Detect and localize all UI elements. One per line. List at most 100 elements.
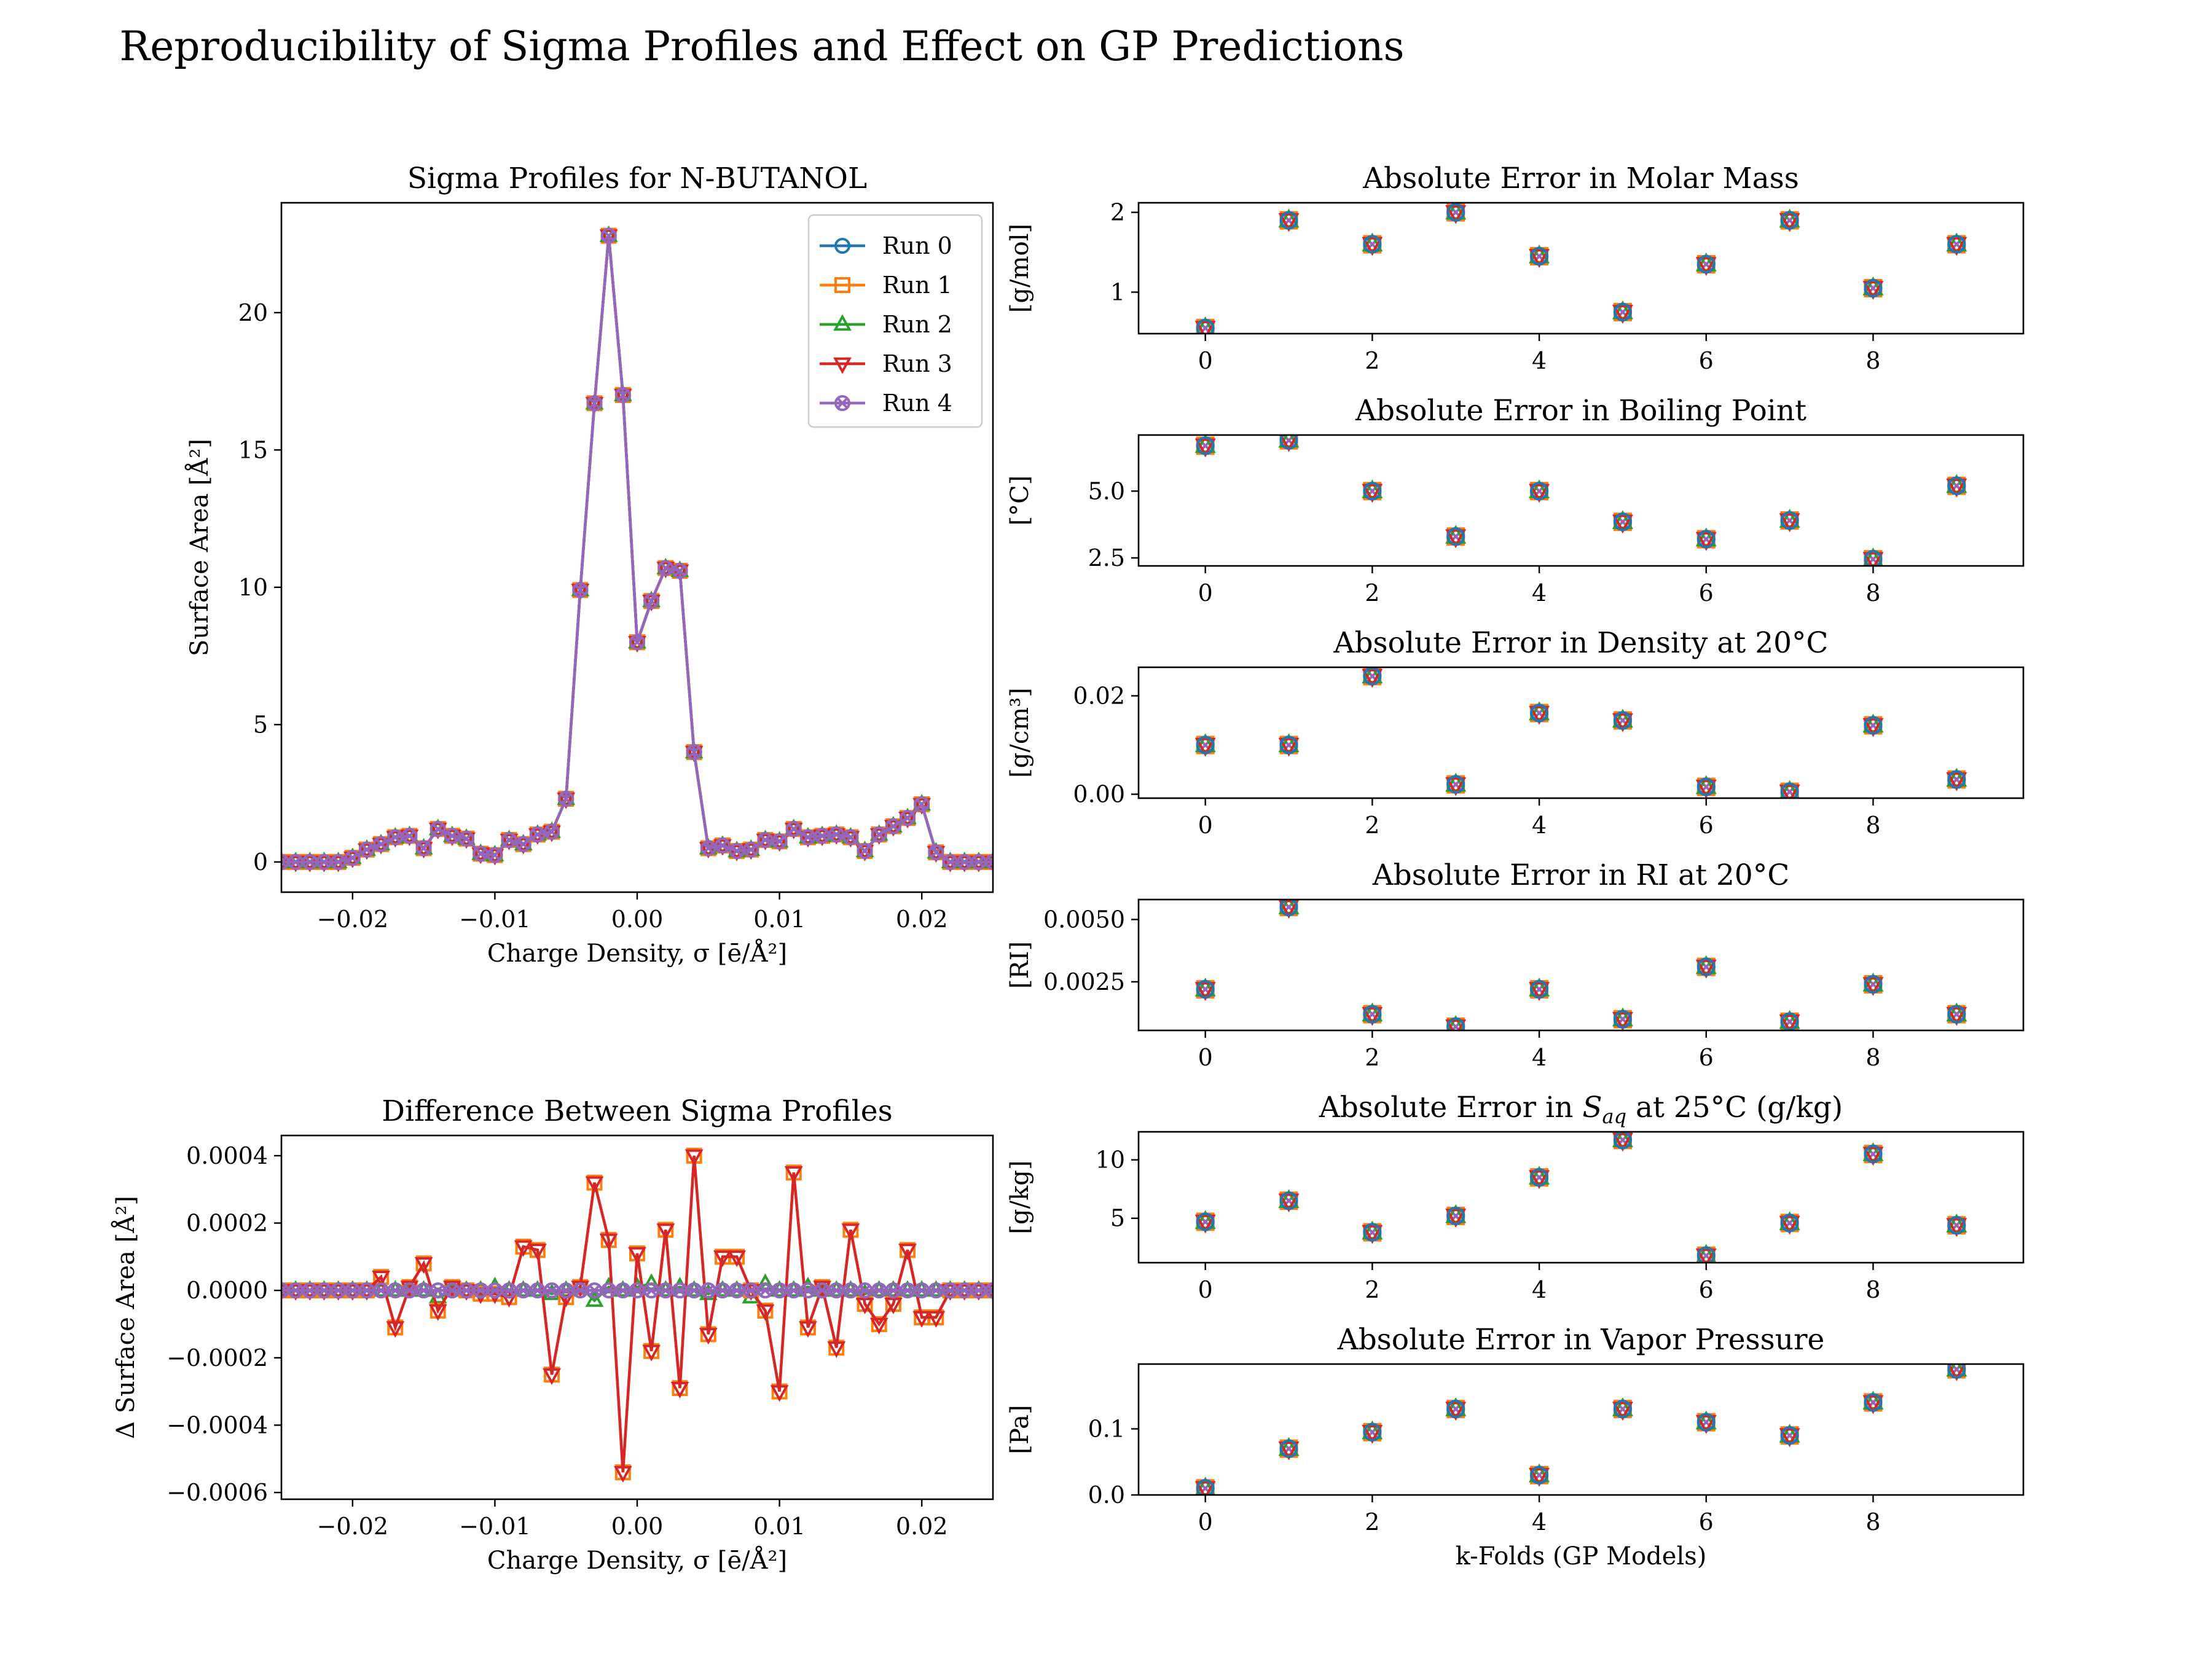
data-point-x2 <box>603 1285 614 1296</box>
data-point-run-0 <box>1780 1214 1799 1233</box>
diff-xtick-label: 0.00 <box>611 1513 664 1540</box>
data-point-run-0 <box>1530 704 1549 723</box>
data-point-run-0 <box>1196 1479 1215 1495</box>
data-point-run-3 <box>1445 1019 1467 1030</box>
data-point-run-0 <box>1696 777 1716 796</box>
chart-dens: 0 2 4 6 8 0.00 0.02 Absolute Error in Density a… <box>1006 626 2025 839</box>
data-point-ring <box>373 836 390 852</box>
data-point <box>1612 510 1633 534</box>
data-point-x2 <box>304 856 316 868</box>
sigma-ylabel: Surface Area [Å²] <box>185 439 214 656</box>
data-point-ring <box>985 1282 993 1299</box>
data-point-run-2 <box>1194 733 1216 753</box>
data-point-run-3 <box>1862 281 1884 300</box>
data-point-x2 <box>281 856 288 864</box>
ri-xtick-label: 6 <box>1699 1044 1714 1071</box>
data-point <box>628 1247 646 1264</box>
data-point-x2 <box>375 1285 387 1296</box>
sigma-xlabel: Charge Density, σ [ē/Å²] <box>487 939 787 968</box>
data-point-x2 <box>446 830 458 842</box>
data-point <box>841 831 860 848</box>
data-point <box>1362 232 1383 256</box>
data-point <box>485 849 504 866</box>
series-markers-run-4 <box>281 1282 993 1299</box>
data-point <box>1278 1437 1300 1461</box>
data-point-run-2 <box>1447 1014 1465 1030</box>
data-point <box>713 1250 732 1268</box>
data-point-x2 <box>660 1285 672 1296</box>
data-point-run-2 <box>1946 1214 1967 1233</box>
data-point-ring <box>501 832 517 849</box>
data-point-run-3 <box>1862 718 1884 737</box>
data-point <box>912 798 931 815</box>
data-point <box>1695 527 1717 551</box>
data-point-run-0 <box>1279 1191 1298 1210</box>
data-point <box>544 823 560 840</box>
data-point-run-0 <box>1196 980 1215 999</box>
data-point-run-3 <box>1779 513 1800 533</box>
data-point-x2 <box>560 1285 572 1296</box>
data-point-x2 <box>802 831 814 843</box>
data-point-ring <box>914 796 930 812</box>
diff-xtick-label: 0.01 <box>753 1513 806 1540</box>
data-point <box>855 1297 874 1314</box>
mm-ytick-label: 1 <box>1110 278 1125 305</box>
dens-title: Absolute Error in Density at 20°C <box>1333 626 1829 660</box>
data-point <box>699 1328 718 1345</box>
data-point-x2 <box>390 831 401 843</box>
data-point <box>1278 1189 1300 1213</box>
data-point-x2 <box>901 1285 914 1296</box>
data-point-x2 <box>674 565 686 577</box>
data-point <box>643 593 660 610</box>
data-point <box>728 844 747 861</box>
data-point-x2 <box>318 856 330 868</box>
bp-xtick-label: 0 <box>1198 579 1213 606</box>
data-point <box>900 810 916 826</box>
data-point <box>1695 775 1717 798</box>
data-point <box>557 788 576 806</box>
data-point-x2 <box>418 842 429 854</box>
data-point-ring <box>686 744 702 761</box>
data-point-ring <box>544 823 560 840</box>
data-point <box>1278 435 1300 452</box>
data-point <box>869 1317 888 1335</box>
data-point <box>543 1368 561 1385</box>
data-point-run-2 <box>1695 1410 1717 1430</box>
data-point-ring <box>643 593 660 610</box>
data-point-run-2 <box>1779 1424 1800 1443</box>
chart-bp: 0 2 4 6 8 2.5 5.0 Absolute Error in Boiling Poi… <box>1006 394 2025 606</box>
data-point-run-3 <box>1946 478 1967 498</box>
data-point-x2 <box>517 838 529 850</box>
data-point-x2 <box>873 829 885 841</box>
data-point-x2 <box>944 856 956 868</box>
legend-marker <box>834 238 850 254</box>
data-point <box>457 832 476 849</box>
data-point <box>684 1149 704 1166</box>
data-point-run-3 <box>1278 213 1300 232</box>
data-point-x2 <box>788 1285 799 1296</box>
data-point-run-3 <box>1612 713 1633 732</box>
data-point-run-2 <box>1362 479 1383 499</box>
data-point-run-2 <box>1612 708 1633 728</box>
data-point-ring <box>487 847 503 863</box>
sigma-xtick-label: −0.02 <box>317 906 388 933</box>
data-point-ring <box>714 837 731 854</box>
saq-ytick-label: 5 <box>1110 1205 1125 1232</box>
data-point-x2 <box>404 1285 415 1296</box>
data-point-x2 <box>646 595 657 607</box>
saq-ylabel: [g/kg] <box>1006 1160 1034 1234</box>
data-point <box>1362 479 1383 503</box>
data-point-run-0 <box>1363 1005 1382 1024</box>
data-point-run-3 <box>1529 982 1550 1002</box>
data-point-x2 <box>887 820 899 832</box>
dens-ytick-label: 0.02 <box>1073 682 1125 709</box>
mm-ytick-label: 2 <box>1110 199 1125 226</box>
data-point <box>429 821 446 837</box>
data-point <box>1362 1220 1383 1244</box>
data-point <box>1194 1210 1216 1234</box>
data-point-run-3 <box>1194 321 1216 334</box>
data-point <box>785 821 802 837</box>
data-point <box>1779 208 1800 232</box>
diff-xtick-label: −0.02 <box>317 1513 388 1540</box>
